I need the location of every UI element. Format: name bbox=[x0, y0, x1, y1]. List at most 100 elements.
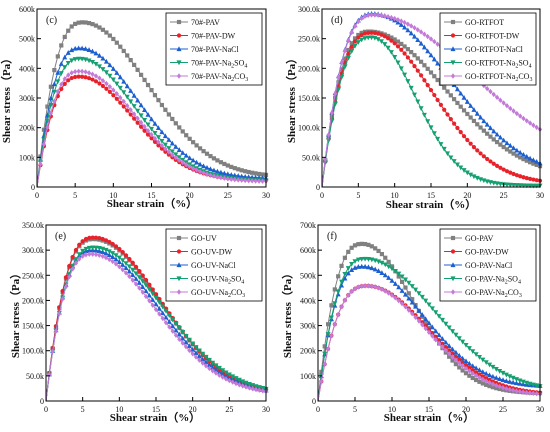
data-point bbox=[223, 373, 229, 379]
data-point bbox=[511, 108, 516, 114]
data-point bbox=[508, 170, 513, 175]
series-4 bbox=[45, 245, 269, 402]
data-point bbox=[355, 264, 361, 269]
data-point bbox=[143, 277, 149, 283]
data-point bbox=[137, 285, 142, 291]
data-point bbox=[385, 33, 391, 39]
data-point bbox=[339, 67, 344, 72]
data-point bbox=[534, 159, 540, 164]
data-point bbox=[246, 177, 251, 184]
data-point bbox=[145, 132, 151, 137]
data-point bbox=[460, 339, 466, 345]
data-point bbox=[464, 99, 470, 104]
data-point bbox=[86, 47, 92, 52]
data-point bbox=[349, 49, 355, 54]
data-point bbox=[80, 239, 85, 244]
x-tick-label: 25 bbox=[500, 191, 508, 200]
data-point bbox=[93, 79, 99, 84]
data-point bbox=[62, 76, 67, 82]
data-point bbox=[527, 390, 533, 396]
data-point bbox=[478, 151, 483, 156]
data-point bbox=[362, 241, 368, 247]
data-point bbox=[408, 85, 414, 91]
data-point bbox=[349, 245, 354, 250]
data-point bbox=[128, 99, 134, 105]
data-point bbox=[100, 83, 106, 89]
data-point bbox=[428, 125, 434, 131]
data-point bbox=[366, 242, 371, 247]
data-point bbox=[163, 149, 168, 154]
data-point bbox=[59, 43, 64, 48]
data-point bbox=[415, 27, 420, 33]
data-point bbox=[336, 274, 341, 279]
data-point bbox=[388, 50, 394, 55]
data-point bbox=[359, 15, 364, 22]
data-point bbox=[389, 264, 395, 269]
data-point bbox=[498, 165, 503, 170]
data-point bbox=[485, 131, 490, 136]
legend-entry: GO-PAV-NaCl bbox=[444, 261, 513, 270]
data-point bbox=[260, 388, 265, 394]
data-point bbox=[442, 85, 447, 90]
data-point bbox=[77, 256, 82, 262]
data-point bbox=[405, 55, 410, 60]
chart-panel-3: 0 5 10 15 20 25 30 0 50.0k 100.0k 150.0k 200.0k 250.… bbox=[9, 221, 270, 424]
data-point bbox=[349, 29, 354, 36]
data-point bbox=[463, 342, 469, 348]
data-point bbox=[520, 151, 526, 157]
data-point bbox=[207, 365, 212, 372]
y-tick-label: 500k bbox=[19, 35, 35, 44]
data-point bbox=[412, 63, 417, 69]
legend-label: 70#-PAV bbox=[191, 18, 220, 27]
data-point bbox=[107, 89, 112, 94]
data-point bbox=[107, 73, 113, 79]
data-point bbox=[369, 12, 374, 18]
legend-label: 70#-PAV-Na2SO4 bbox=[191, 59, 247, 70]
data-point bbox=[443, 347, 448, 354]
data-point bbox=[117, 263, 122, 270]
data-point bbox=[125, 102, 130, 109]
data-point bbox=[137, 268, 142, 274]
data-point bbox=[140, 289, 145, 295]
data-point bbox=[473, 370, 479, 375]
data-point bbox=[53, 328, 59, 334]
data-point bbox=[127, 273, 132, 280]
data-point bbox=[425, 33, 430, 40]
data-point bbox=[386, 259, 391, 264]
data-point bbox=[478, 125, 483, 130]
data-point bbox=[405, 47, 410, 52]
data-point bbox=[41, 141, 47, 147]
data-point bbox=[66, 78, 71, 83]
data-point bbox=[156, 300, 162, 305]
data-point bbox=[157, 296, 162, 302]
data-point bbox=[100, 67, 106, 72]
data-point bbox=[376, 248, 381, 254]
data-point bbox=[429, 306, 435, 312]
data-point bbox=[471, 107, 477, 112]
data-point bbox=[402, 44, 407, 49]
data-point bbox=[484, 382, 489, 387]
data-point bbox=[521, 115, 526, 122]
data-point bbox=[55, 69, 61, 75]
data-point bbox=[240, 383, 245, 389]
x-tick-label: 10 bbox=[391, 191, 399, 200]
data-point bbox=[156, 305, 162, 311]
data-point bbox=[524, 176, 529, 181]
data-point bbox=[435, 60, 441, 66]
data-point bbox=[399, 279, 405, 285]
data-point bbox=[194, 167, 199, 173]
data-point bbox=[487, 362, 493, 368]
data-point bbox=[415, 68, 420, 73]
data-point bbox=[470, 367, 475, 373]
data-point bbox=[494, 382, 499, 389]
data-point bbox=[402, 72, 408, 78]
chart-panel-1: 0 5 10 15 20 25 30 0 100k 200k 300k 400k 500k 600k (c)… bbox=[0, 5, 270, 210]
data-point bbox=[466, 346, 472, 351]
data-point bbox=[322, 351, 328, 357]
data-point bbox=[118, 94, 123, 101]
data-point bbox=[319, 369, 324, 374]
data-point bbox=[153, 306, 159, 313]
data-point bbox=[501, 100, 506, 106]
data-point bbox=[106, 249, 112, 255]
y-tick-label: 500k bbox=[300, 271, 316, 280]
